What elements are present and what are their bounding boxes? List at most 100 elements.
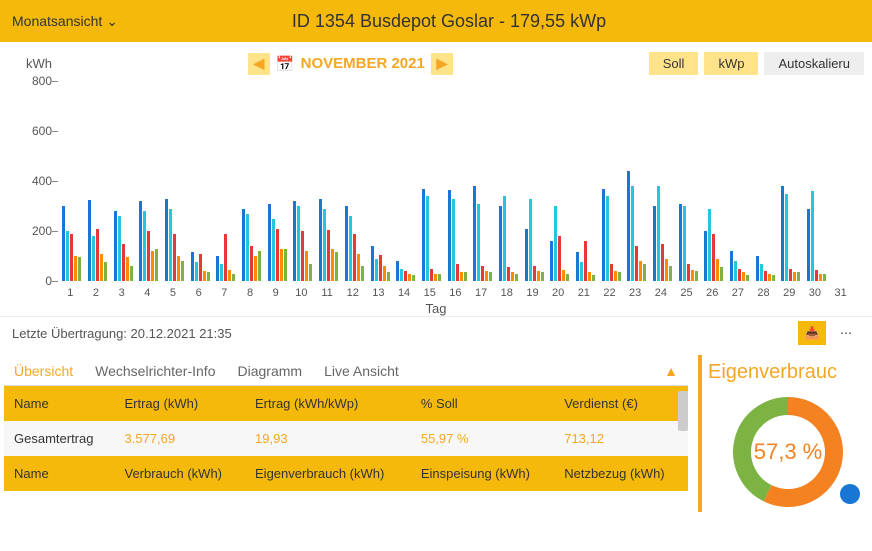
bar-green bbox=[772, 275, 775, 281]
bar-green bbox=[104, 262, 107, 281]
bar-blue bbox=[627, 171, 630, 281]
bar-orange bbox=[639, 261, 642, 281]
x-tick-label: 25 bbox=[680, 287, 692, 299]
x-tick-label: 22 bbox=[603, 287, 615, 299]
day-bar-group bbox=[807, 191, 826, 281]
calendar-icon[interactable]: 📅 bbox=[276, 55, 295, 73]
export-button[interactable]: 📥 bbox=[798, 321, 826, 345]
bar-green bbox=[78, 257, 81, 281]
bar-green bbox=[515, 274, 518, 282]
bar-green bbox=[335, 252, 338, 281]
next-month-button[interactable]: ▶ bbox=[431, 53, 453, 75]
bar-orange bbox=[305, 251, 308, 281]
bar-blue bbox=[807, 209, 810, 282]
y-tick-label: 0 bbox=[16, 274, 52, 288]
x-tick-label: 24 bbox=[655, 287, 667, 299]
bar-cyan bbox=[169, 209, 172, 282]
bar-orange bbox=[74, 256, 77, 281]
bar-red bbox=[70, 234, 73, 282]
day-bar-group bbox=[242, 209, 261, 282]
bar-orange bbox=[537, 271, 540, 281]
scrollbar-thumb[interactable] bbox=[678, 391, 688, 431]
selfconsumption-panel: Eigenverbrauc 57,3 % bbox=[698, 355, 868, 512]
bar-red bbox=[481, 266, 484, 281]
bar-red bbox=[738, 269, 741, 282]
tab-inverter[interactable]: Wechselrichter-Info bbox=[95, 363, 215, 379]
bar-orange bbox=[588, 272, 591, 281]
y-tick-label: 600 bbox=[16, 124, 52, 138]
bar-red bbox=[533, 266, 536, 281]
bar-blue bbox=[114, 211, 117, 281]
bar-cyan bbox=[118, 216, 121, 281]
x-tick-label: 1 bbox=[67, 287, 73, 299]
prev-month-button[interactable]: ◀ bbox=[248, 53, 270, 75]
footer-row: Letzte Übertragung: 20.12.2021 21:35 📥 ⋯ bbox=[0, 316, 872, 349]
bar-cyan bbox=[760, 264, 763, 282]
bar-red bbox=[250, 246, 253, 281]
day-bar-group bbox=[396, 261, 415, 281]
day-bar-group bbox=[576, 241, 595, 281]
col-verbrauch: Verbrauch (kWh) bbox=[114, 456, 245, 491]
x-tick-label: 8 bbox=[247, 287, 253, 299]
bar-cyan bbox=[657, 186, 660, 281]
more-button[interactable]: ⋯ bbox=[832, 321, 860, 345]
bar-red bbox=[199, 254, 202, 282]
x-tick-label: 17 bbox=[475, 287, 487, 299]
bar-blue bbox=[653, 206, 656, 281]
bar-cyan bbox=[66, 231, 69, 281]
day-bar-group bbox=[114, 211, 133, 281]
day-bar-group bbox=[165, 199, 184, 282]
bar-green bbox=[618, 272, 621, 281]
bar-red bbox=[610, 264, 613, 282]
bar-blue bbox=[781, 186, 784, 281]
bar-red bbox=[430, 269, 433, 282]
x-tick-label: 12 bbox=[347, 287, 359, 299]
bar-cyan bbox=[323, 209, 326, 282]
x-tick-label: 31 bbox=[834, 287, 846, 299]
bar-blue bbox=[473, 186, 476, 281]
chevron-down-icon: ⌄ bbox=[106, 13, 118, 30]
bar-red bbox=[224, 234, 227, 282]
bar-orange bbox=[562, 270, 565, 281]
bar-red bbox=[712, 234, 715, 282]
collapse-panel-button[interactable]: ▲ bbox=[664, 363, 678, 379]
bar-orange bbox=[511, 272, 514, 281]
bar-blue bbox=[576, 252, 579, 281]
info-button[interactable] bbox=[840, 484, 860, 504]
bar-orange bbox=[254, 256, 257, 281]
bar-green bbox=[130, 266, 133, 281]
cell-name: Gesamtertrag bbox=[4, 421, 114, 456]
bar-green bbox=[592, 275, 595, 281]
bar-orange bbox=[460, 272, 463, 281]
view-selector-label: Monatsansicht bbox=[12, 13, 102, 29]
kwp-button[interactable]: kWp bbox=[704, 52, 758, 75]
overview-table: Name Ertrag (kWh) Ertrag (kWh/kWp) % Sol… bbox=[4, 386, 688, 491]
tab-overview[interactable]: Übersicht bbox=[14, 363, 73, 379]
bar-orange bbox=[126, 257, 129, 281]
selfconsumption-title: Eigenverbrauc bbox=[708, 355, 868, 392]
tab-diagram[interactable]: Diagramm bbox=[237, 363, 302, 379]
bar-cyan bbox=[452, 199, 455, 282]
soll-button[interactable]: Soll bbox=[649, 52, 699, 75]
bar-blue bbox=[396, 261, 399, 281]
x-tick-label: 6 bbox=[196, 287, 202, 299]
bar-orange bbox=[100, 254, 103, 282]
view-selector[interactable]: Monatsansicht ⌄ bbox=[12, 13, 118, 30]
table-header-row: Name Ertrag (kWh) Ertrag (kWh/kWp) % Sol… bbox=[4, 386, 688, 421]
bar-chart: 0200400600800123456789101112131415161718… bbox=[16, 81, 856, 299]
autoscale-button[interactable]: Autoskalieru bbox=[764, 52, 864, 75]
bar-blue bbox=[165, 199, 168, 282]
bar-cyan bbox=[375, 259, 378, 282]
bar-blue bbox=[730, 251, 733, 281]
bar-green bbox=[464, 272, 467, 281]
bar-red bbox=[122, 244, 125, 282]
bar-cyan bbox=[92, 236, 95, 281]
x-tick-label: 15 bbox=[424, 287, 436, 299]
bar-blue bbox=[242, 209, 245, 282]
tab-live[interactable]: Live Ansicht bbox=[324, 363, 399, 379]
page-title: ID 1354 Busdepot Goslar - 179,55 kWp bbox=[118, 11, 780, 32]
x-tick-label: 20 bbox=[552, 287, 564, 299]
bar-blue bbox=[268, 204, 271, 282]
x-tick-label: 29 bbox=[783, 287, 795, 299]
x-tick-label: 7 bbox=[221, 287, 227, 299]
